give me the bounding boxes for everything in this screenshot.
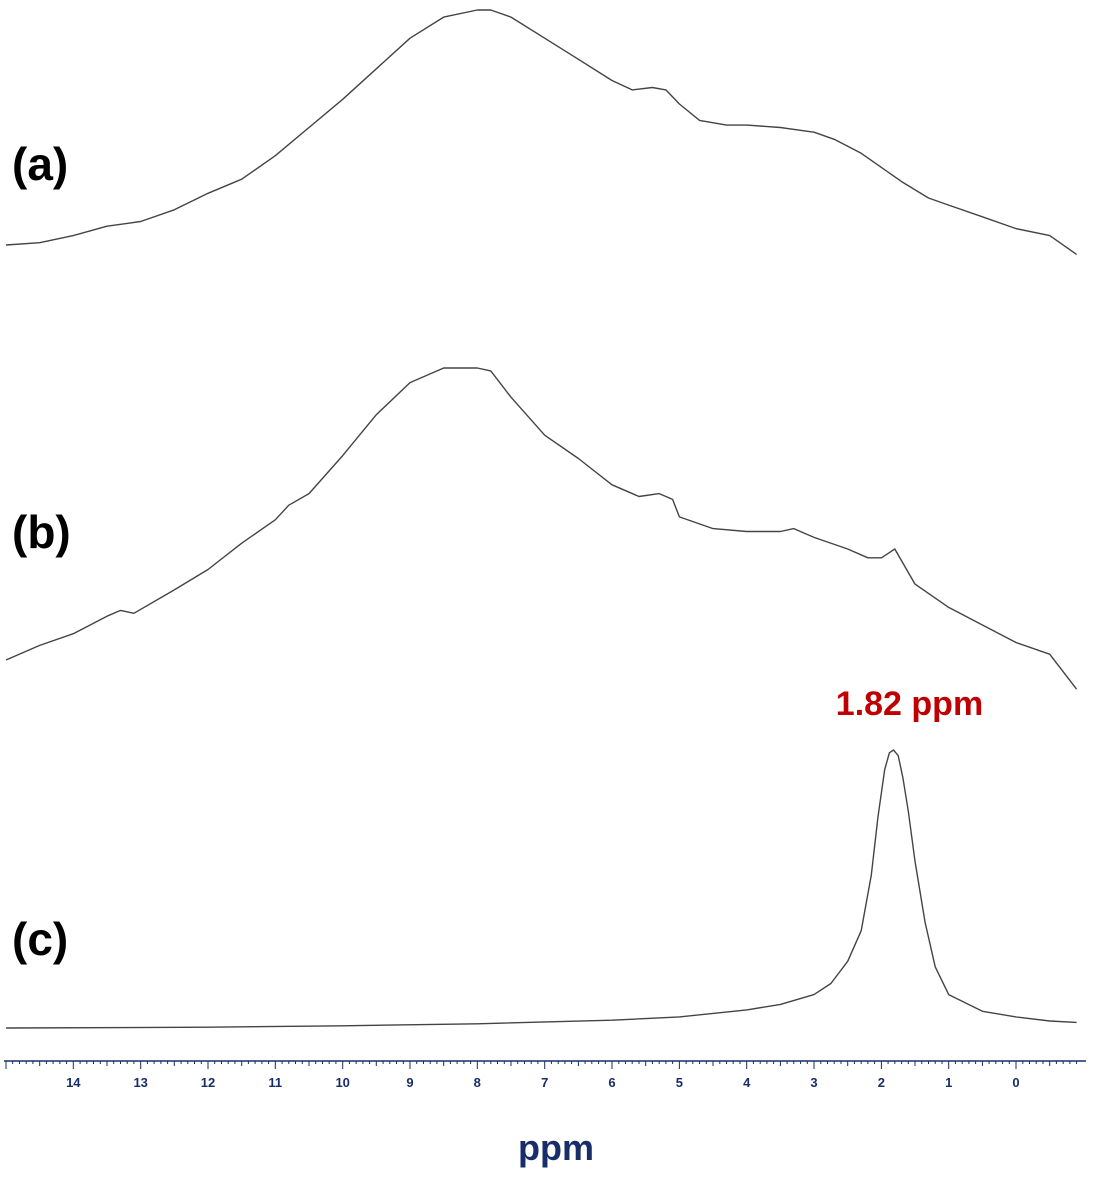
peak-annotation-0: 1.82 ppm (836, 685, 983, 723)
x-tick-label-12: 12 (201, 1075, 215, 1090)
x-axis: 14 13 12 11 10 9 8 7 6 5 4 3 2 1 0 (4, 1060, 1086, 1090)
x-tick-label-1: 1 (945, 1075, 952, 1090)
x-tick-label-7: 7 (541, 1075, 548, 1090)
x-tick-label-4: 4 (743, 1075, 751, 1090)
x-tick-label-11: 11 (268, 1075, 282, 1090)
x-tick-label-13: 13 (133, 1075, 147, 1090)
x-tick-label-10: 10 (335, 1075, 349, 1090)
spectrum-trace-a (5, 9, 1078, 255)
x-tick-label-6: 6 (608, 1075, 615, 1090)
peak-annotations: 1.82 ppm (836, 685, 983, 723)
spectrum-trace-c (5, 749, 1077, 1029)
x-tick-label-9: 9 (406, 1075, 413, 1090)
x-tick-label-14: 14 (66, 1075, 81, 1090)
x-tick-label-8: 8 (474, 1075, 481, 1090)
x-axis-title: ppm (518, 1127, 594, 1168)
x-tick-label-0: 0 (1012, 1075, 1019, 1090)
x-tick-label-2: 2 (878, 1075, 885, 1090)
panel-label-b: (b) (12, 506, 71, 558)
panel-label-c: (c) (12, 913, 68, 965)
spectrum-traces (5, 9, 1078, 1029)
panel-labels: (a) (b) (c) (12, 138, 71, 965)
panel-label-a: (a) (12, 138, 68, 190)
spectrum-trace-b (5, 367, 1078, 690)
x-tick-label-3: 3 (810, 1075, 817, 1090)
x-tick-label-5: 5 (676, 1075, 683, 1090)
